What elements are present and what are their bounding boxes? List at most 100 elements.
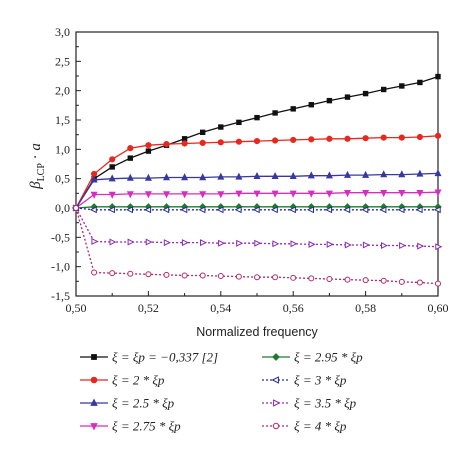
- data-point: [163, 271, 170, 278]
- data-point: [380, 277, 387, 284]
- data-point: [326, 240, 334, 248]
- plot-frame: [75, 31, 439, 297]
- data-point: [343, 206, 351, 214]
- data-point: [90, 191, 98, 199]
- data-point: [380, 170, 388, 178]
- data-point: [362, 277, 369, 284]
- data-point: [272, 137, 279, 144]
- data-point: [417, 79, 423, 86]
- data-point: [362, 90, 369, 97]
- data-point: [162, 191, 171, 199]
- data-point: [362, 170, 370, 178]
- data-point: [270, 206, 278, 214]
- series-6: [71, 204, 441, 214]
- data-point: [308, 240, 316, 248]
- data-point: [181, 140, 188, 147]
- legend-item: ξ = 3 * ξp: [262, 373, 347, 388]
- data-point: [434, 189, 442, 197]
- data-point: [326, 275, 333, 282]
- data-point: [307, 171, 315, 179]
- data-point: [381, 242, 389, 250]
- series-7: [73, 204, 443, 251]
- data-point: [362, 241, 370, 249]
- legend-marker: [273, 399, 281, 407]
- data-point: [434, 169, 442, 177]
- legend-label: ξ = 2.5 * ξp: [112, 396, 175, 411]
- data-point: [180, 206, 188, 214]
- data-point: [344, 135, 351, 142]
- data-point: [344, 241, 352, 249]
- data-point: [308, 102, 315, 108]
- legend-label: ξ = 3 * ξp: [294, 373, 347, 388]
- legend-marker: [272, 353, 280, 361]
- data-point: [127, 238, 135, 246]
- data-point: [343, 190, 352, 198]
- data-point: [271, 172, 279, 180]
- y-tick-label: 0,5: [55, 172, 70, 186]
- data-point: [109, 238, 117, 246]
- y-tick-label: -1,0: [51, 260, 70, 274]
- data-point: [163, 140, 170, 148]
- data-point: [235, 138, 242, 145]
- series-layer: [71, 73, 443, 287]
- data-point: [435, 280, 441, 287]
- data-point: [181, 272, 188, 279]
- data-point: [435, 243, 443, 251]
- legend-marker: [91, 354, 97, 360]
- data-point: [253, 172, 261, 180]
- data-point: [343, 170, 352, 178]
- data-point: [144, 191, 152, 199]
- data-point: [399, 242, 407, 250]
- legend-label: ξ = 2.75 * ξp: [112, 419, 181, 434]
- data-point: [254, 114, 260, 121]
- data-point: [200, 239, 208, 247]
- data-point: [199, 139, 206, 146]
- data-point: [271, 190, 279, 198]
- data-point: [127, 145, 134, 152]
- x-tick-label: 0,50: [66, 301, 87, 315]
- data-point: [325, 206, 333, 214]
- legend-label: ξ = 2 * ξp: [112, 373, 165, 388]
- data-point: [127, 155, 134, 161]
- x-tick-label: 0,60: [428, 301, 449, 315]
- data-point: [126, 173, 134, 181]
- data-point: [416, 190, 424, 198]
- data-point: [416, 133, 423, 141]
- data-point: [125, 206, 133, 214]
- data-point: [199, 191, 207, 199]
- data-point: [361, 206, 369, 214]
- data-point: [398, 170, 406, 178]
- data-point: [144, 173, 152, 181]
- data-point: [107, 206, 115, 214]
- legend-marker: [90, 376, 98, 384]
- data-point: [362, 135, 369, 142]
- legend-item: ξ = 2.95 * ξp: [262, 350, 363, 365]
- data-point: [308, 136, 315, 143]
- data-point: [235, 172, 243, 180]
- legend-item: ξ = 2.5 * ξp: [80, 396, 175, 411]
- legend-item: ξ = 3.5 * ξp: [262, 396, 357, 411]
- data-point: [417, 242, 425, 250]
- data-point: [325, 190, 333, 198]
- x-tick-label: 0,54: [210, 301, 231, 315]
- data-point: [399, 83, 405, 89]
- legend: ξ = ξp = −0,337 [2] ξ = 2 * ξp ξ = 2.5 * ξ…: [80, 350, 363, 434]
- data-point: [415, 206, 423, 214]
- data-point: [397, 206, 405, 214]
- data-point: [144, 206, 152, 214]
- data-point: [254, 274, 260, 281]
- data-point: [127, 270, 134, 277]
- data-point: [416, 169, 424, 177]
- y-tick-label: 0,0: [55, 201, 70, 215]
- data-point: [90, 175, 98, 183]
- series-4: [72, 189, 442, 213]
- data-point: [235, 190, 243, 198]
- data-point: [253, 138, 261, 145]
- data-point: [308, 275, 315, 282]
- series-8: [73, 205, 441, 287]
- data-point: [126, 191, 134, 199]
- data-point: [145, 142, 152, 149]
- data-point: [73, 205, 79, 211]
- data-point: [181, 239, 189, 247]
